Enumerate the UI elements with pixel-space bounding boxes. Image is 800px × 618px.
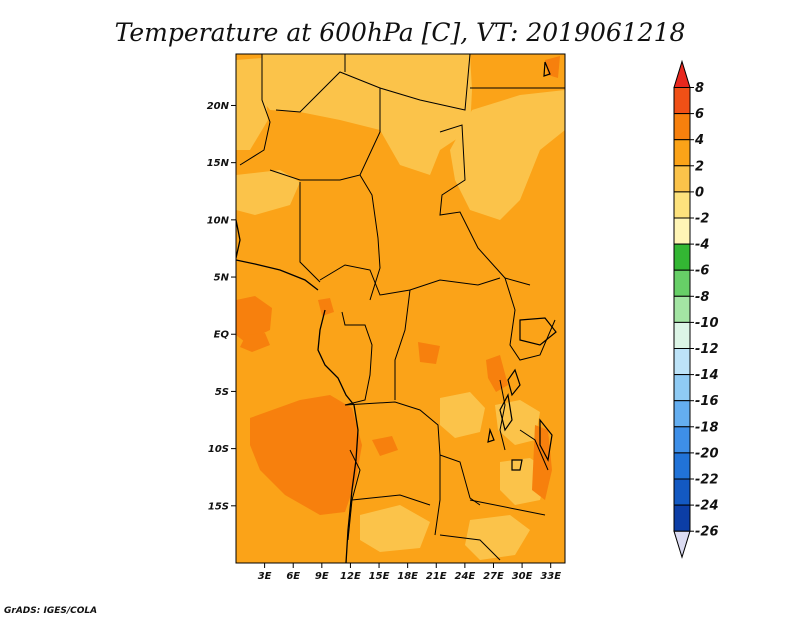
lon-tick-label: 12E — [340, 571, 361, 582]
colorbar-label: -4 — [695, 238, 709, 253]
lat-tick-label: EQ — [214, 330, 230, 341]
lon-tick-label: 33E — [540, 571, 561, 582]
colorbar-label: -12 — [695, 342, 719, 357]
colorbar-label: 8 — [695, 81, 704, 96]
colorbar-label: -14 — [695, 368, 719, 383]
colorbar-segment — [673, 400, 691, 428]
colorbar-segment — [673, 504, 691, 532]
colorbar-label: 4 — [694, 133, 704, 148]
colorbar-segment — [673, 191, 691, 219]
colorbar-segment — [673, 269, 691, 297]
lat-tick-label: 10N — [207, 215, 230, 226]
colorbar-segment — [673, 87, 691, 115]
colorbar-segment — [673, 165, 691, 193]
lon-tick-label: 24E — [454, 571, 475, 582]
colorbar-label: -26 — [695, 525, 719, 540]
lon-tick-label: 27E — [483, 571, 504, 582]
colorbar-segment — [673, 217, 691, 245]
lon-tick-label: 21E — [426, 571, 447, 582]
lat-tick-label: 15N — [207, 158, 230, 169]
colorbar-segment — [673, 348, 691, 376]
lon-tick-label: 30E — [512, 571, 533, 582]
lat-tick-label: 10S — [208, 444, 229, 455]
colorbar-label: -20 — [695, 446, 719, 461]
colorbar-label: -24 — [695, 499, 719, 514]
colorbar-segment — [673, 139, 691, 167]
colorbar-label: -18 — [695, 420, 719, 435]
latitude-axis: 20N 15N 10N 5N EQ 5S 10S 15S — [207, 101, 236, 512]
lon-tick-label: 15E — [369, 571, 390, 582]
lakes — [487, 61, 557, 471]
colorbar-label: -10 — [695, 316, 719, 331]
lon-tick-label: 9E — [315, 571, 329, 582]
coastline — [236, 219, 359, 563]
colorbar-label: -16 — [695, 394, 719, 409]
colorbar-segment — [673, 478, 691, 506]
temperature-map: 20N 15N 10N 5N EQ 5S 10S 15S 3E 6E 9E 12E 15E 18E 21E… — [207, 53, 566, 582]
colorbar-label: 6 — [695, 107, 704, 122]
lat-tick-label: 5N — [214, 273, 230, 284]
colorbar-label: -2 — [695, 212, 709, 227]
colorbar-label: -22 — [695, 473, 719, 488]
field-4-to-6-regions — [236, 56, 560, 515]
lon-tick-label: 18E — [397, 571, 418, 582]
map-title: Temperature at 600hPa [C], VT: 201906121… — [115, 18, 686, 47]
country-borders — [239, 54, 565, 561]
map-frame — [235, 53, 566, 564]
colorbar-segment — [673, 374, 691, 402]
colorbar-bottom-arrow — [673, 530, 691, 559]
colorbar-label: -6 — [695, 264, 709, 279]
colorbar-segment — [673, 295, 691, 323]
colorbar-segment — [673, 321, 691, 349]
colorbar-segment — [673, 113, 691, 141]
colorbar-segment — [673, 426, 691, 454]
colorbar-top-arrow — [673, 59, 691, 88]
lat-tick-label: 5S — [215, 387, 229, 398]
lon-tick-label: 6E — [286, 571, 300, 582]
lat-tick-label: 15S — [208, 501, 229, 512]
colorbar-segment — [673, 243, 691, 271]
grads-credit: GrADS: IGES/COLA — [4, 606, 97, 616]
lon-tick-label: 3E — [258, 571, 272, 582]
colorbar-label: -8 — [695, 290, 709, 305]
longitude-axis: 3E 6E 9E 12E 15E 18E 21E 24E 27E 30E 33E — [258, 563, 561, 582]
colorbar-label: 0 — [695, 185, 704, 200]
lat-tick-label: 20N — [207, 101, 230, 112]
colorbar-segment — [673, 452, 691, 480]
colorbar: 8 6 4 2 0 -2 -4 -6 -8 -10 -12 -14 -16 -18 -20 -22 -24 -26 — [673, 59, 719, 559]
colorbar-label: 2 — [695, 159, 704, 174]
